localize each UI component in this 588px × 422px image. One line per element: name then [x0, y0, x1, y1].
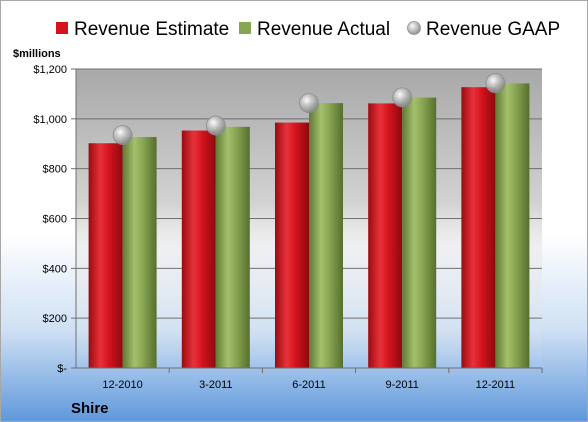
legend: Revenue Estimate Revenue Actual Revenue GA…	[56, 19, 560, 40]
bar-revenue-actual	[122, 137, 157, 368]
legend-swatch	[56, 22, 68, 34]
y-tick-label: $400	[43, 263, 67, 275]
bar-revenue-actual	[215, 126, 250, 368]
legend-label: Revenue Actual	[257, 19, 390, 40]
bars	[88, 83, 530, 369]
legend-swatch	[407, 21, 421, 35]
x-tick-label: 6-2011	[292, 379, 325, 391]
bar-revenue-actual	[309, 103, 343, 368]
x-tick-label: 12-2010	[102, 379, 142, 391]
marker-revenue-gaap	[112, 125, 133, 145]
legend-swatch	[239, 22, 251, 34]
bar-revenue-actual	[495, 83, 530, 369]
legend-label: Revenue Estimate	[74, 19, 229, 40]
company-name-label: Shire	[71, 400, 109, 417]
legend-label: Revenue GAAP	[426, 19, 560, 40]
bar-revenue-estimate	[368, 103, 403, 368]
y-tick-label: $200	[43, 313, 67, 325]
y-axis-unit-label: $millions	[13, 48, 61, 60]
gaap-markers	[112, 73, 506, 145]
marker-revenue-gaap	[205, 115, 226, 136]
axes: $- $200 $400 $600 $800 $1,000 $1,200 12-2010 3-2…	[33, 64, 543, 391]
bar-revenue-estimate	[88, 143, 123, 368]
y-tick-label: $800	[43, 164, 67, 176]
y-tick-label: $1,200	[33, 64, 67, 76]
bar-revenue-actual	[402, 97, 437, 368]
y-tick-label: $1,000	[33, 114, 67, 126]
x-tick-label: 12-2011	[476, 379, 516, 391]
y-tick-label: $-	[57, 363, 67, 375]
marker-revenue-gaap	[299, 93, 319, 114]
x-tick-label: 9-2011	[385, 379, 418, 391]
marker-revenue-gaap	[485, 73, 506, 94]
bar-revenue-estimate	[461, 87, 496, 369]
x-tick-label: 3-2011	[199, 379, 232, 391]
marker-revenue-gaap	[392, 87, 413, 108]
y-tick-label: $600	[43, 214, 67, 226]
bar-revenue-estimate	[181, 130, 216, 368]
bar-revenue-estimate	[275, 122, 309, 368]
